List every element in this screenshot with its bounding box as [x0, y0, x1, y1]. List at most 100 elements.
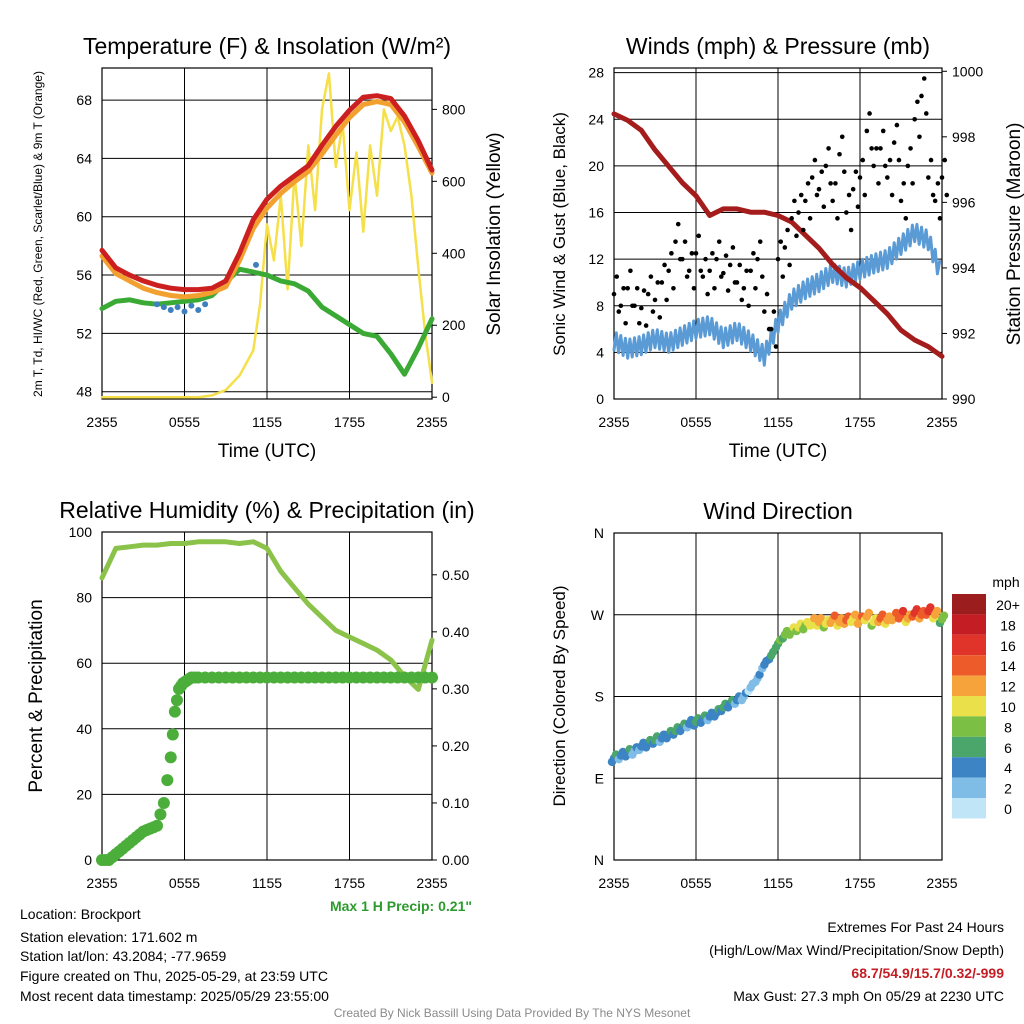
y-tick-label: 60: [76, 209, 92, 225]
data-point: [926, 175, 931, 180]
x-tick-label: 2355: [926, 875, 957, 891]
colorbar-label: 18: [1000, 617, 1016, 633]
colorbar-swatch: [952, 777, 986, 798]
data-point: [898, 606, 908, 616]
data-point: [864, 128, 870, 134]
data-point: [848, 227, 854, 233]
series-line: [612, 222, 942, 367]
data-point: [426, 671, 438, 684]
data-point: [800, 227, 806, 233]
data-point: [826, 146, 831, 151]
data-point: [937, 216, 943, 221]
data-point: [921, 76, 927, 81]
info-created: Figure created on Thu, 2025-05-29, at 23…: [20, 968, 328, 984]
y2-tick-label: 992: [952, 325, 976, 341]
data-point: [753, 285, 758, 291]
y-tick-label: 24: [588, 111, 604, 127]
data-point: [253, 261, 259, 268]
y-tick-label: 4: [596, 344, 604, 360]
y-tick-label: 100: [69, 524, 93, 540]
y-tick-label: E: [595, 770, 604, 786]
x-tick-label: 1155: [252, 414, 282, 430]
y-tick-label: 56: [76, 267, 92, 283]
data-point: [641, 288, 647, 293]
data-point: [691, 285, 697, 291]
data-point: [828, 181, 833, 186]
data-point: [860, 157, 866, 163]
data-point: [805, 181, 811, 186]
data-point: [839, 134, 845, 140]
data-point: [669, 251, 674, 256]
data-point: [773, 344, 779, 349]
data-point: [723, 253, 729, 258]
y2-tick-label: 0.40: [442, 624, 469, 640]
y2-tick-label: 0.20: [442, 738, 469, 754]
data-point: [748, 268, 753, 274]
panel-temperature: 2355 0555 1155 1755 2355 48 52 56 60 64 68 0 200 400 6…: [31, 33, 505, 462]
y-tick-label: S: [595, 689, 604, 705]
data-point: [716, 239, 722, 244]
series-line: [99, 539, 435, 692]
credit: Created By Nick Bassill Using Data Provi…: [333, 1006, 691, 1020]
data-point: [771, 309, 777, 314]
info-elevation: Station elevation: 171.602 m: [20, 929, 198, 945]
data-point: [867, 111, 872, 116]
data-point: [170, 694, 183, 707]
data-point: [167, 307, 174, 314]
data-point: [157, 796, 170, 809]
data-point: [874, 146, 879, 151]
data-point: [764, 291, 770, 297]
info-latlon: Station lat/lon: 43.2084; -77.9659: [20, 948, 227, 964]
colorbar-swatch: [952, 634, 986, 656]
data-point: [823, 163, 829, 169]
x-tick-label: 2355: [86, 414, 117, 430]
data-point: [696, 233, 702, 239]
data-point: [785, 227, 790, 233]
data-point: [819, 169, 825, 175]
data-point: [812, 157, 818, 163]
data-point: [673, 239, 678, 244]
y2-axis-label: Solar Insolation (Yellow): [484, 132, 505, 335]
colorbar-label: 16: [1000, 638, 1016, 654]
data-point: [917, 134, 922, 140]
y-tick-label: 8: [596, 298, 604, 314]
data-point: [932, 198, 938, 204]
x-tick-label: 1755: [334, 875, 365, 891]
data-point: [734, 280, 740, 285]
y-tick-label: 20: [76, 786, 92, 802]
x-tick-label: 1155: [763, 414, 793, 430]
data-point: [919, 93, 924, 99]
y-tick-label: 60: [76, 655, 92, 671]
x-tick-label: 1155: [252, 875, 282, 891]
y-axis-label: Sonic Wind & Gust (Blue, Black): [550, 112, 569, 356]
data-point: [853, 169, 859, 175]
data-point: [850, 186, 856, 192]
data-point: [778, 239, 784, 244]
data-point: [901, 181, 907, 186]
data-point: [643, 323, 649, 328]
data-point: [855, 204, 861, 209]
data-point: [816, 186, 822, 192]
data-point: [846, 192, 852, 198]
data-point: [730, 245, 736, 250]
y2-tick-label: 800: [442, 101, 466, 117]
data-point: [878, 146, 883, 151]
data-point: [650, 309, 656, 314]
data-point: [684, 274, 690, 279]
colorbar-swatch: [952, 696, 986, 717]
data-point: [166, 728, 179, 741]
data-point: [780, 274, 786, 279]
extremes-values: 68.7/54.9/15.7/0.32/-999: [851, 965, 1004, 981]
info-recent: Most recent data timestamp: 2025/05/29 2…: [20, 988, 329, 1004]
y-tick-label: W: [591, 607, 605, 623]
chart-title: Winds (mph) & Pressure (mb): [626, 33, 930, 59]
y2-tick-label: 994: [952, 260, 976, 276]
data-point: [648, 274, 654, 279]
data-point: [864, 608, 874, 618]
extremes-heading: Extremes For Past 24 Hours: [827, 919, 1004, 935]
series-line: [99, 99, 435, 300]
series-line: [99, 93, 435, 293]
data-point: [689, 251, 695, 256]
data-point: [759, 274, 765, 279]
colorbar: mph 20+ 18 16 14 12 10 8 6 4 2 0: [952, 574, 1020, 819]
